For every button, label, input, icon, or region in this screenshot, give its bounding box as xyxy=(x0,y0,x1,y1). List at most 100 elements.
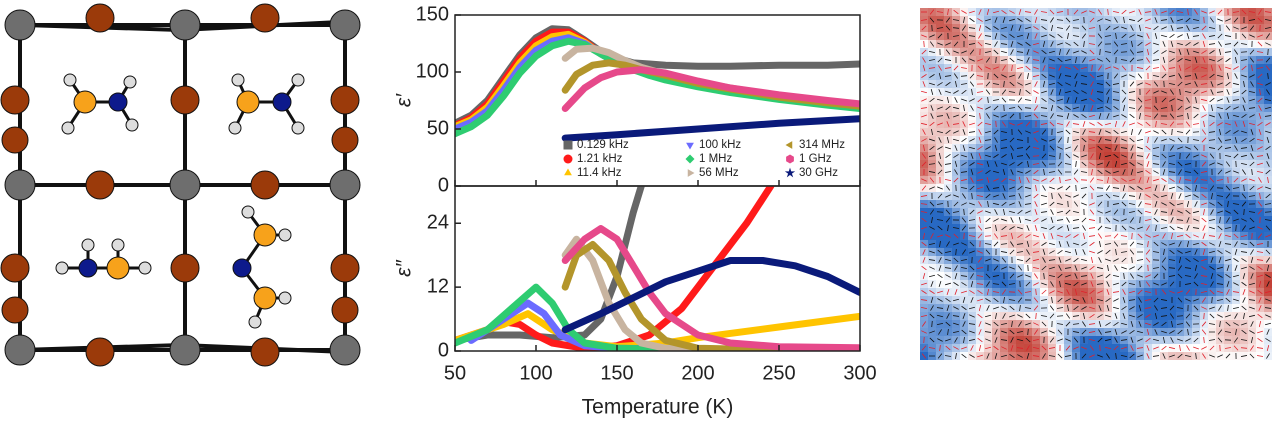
arrow xyxy=(1082,312,1086,320)
arrow xyxy=(1250,153,1254,159)
arrow xyxy=(1096,266,1104,270)
arrow xyxy=(1219,216,1221,224)
arrow xyxy=(921,178,927,182)
arrow xyxy=(1265,33,1271,39)
arrow xyxy=(1194,264,1198,272)
arrow xyxy=(1249,138,1255,142)
arrow xyxy=(1226,281,1230,287)
arrow xyxy=(930,305,934,311)
x-tick-label: 100 xyxy=(519,362,552,384)
legend-label: 100 kHz xyxy=(699,139,741,151)
arrow xyxy=(1225,353,1231,359)
arrow xyxy=(1265,57,1271,63)
arrow xyxy=(1224,347,1232,349)
arrow xyxy=(1121,257,1127,263)
arrow xyxy=(1217,201,1223,207)
x-tick-label: 200 xyxy=(681,362,714,384)
arrow xyxy=(1161,153,1167,159)
arrow xyxy=(1161,257,1167,263)
arrow xyxy=(1146,353,1150,359)
arrow xyxy=(1112,274,1120,278)
arrow xyxy=(1008,178,1016,182)
arrow xyxy=(944,267,952,269)
arrow xyxy=(1202,57,1206,63)
arrow xyxy=(1105,130,1111,134)
arrow xyxy=(1098,257,1102,263)
arrow xyxy=(1001,97,1007,103)
arrow xyxy=(1129,186,1135,190)
arrow xyxy=(946,313,950,319)
y-tick-label: 100 xyxy=(416,60,449,82)
arrow xyxy=(1081,50,1087,54)
arrow xyxy=(946,305,950,311)
arrow xyxy=(1210,257,1214,263)
arrow xyxy=(1200,275,1208,277)
arrow xyxy=(986,281,990,287)
arrow xyxy=(1224,139,1232,141)
arrow xyxy=(1242,169,1246,175)
arrow xyxy=(1241,33,1247,39)
arrow xyxy=(1202,233,1206,239)
arrow xyxy=(978,137,982,143)
arrow xyxy=(1089,162,1095,166)
arrow xyxy=(1090,153,1094,159)
arrow xyxy=(1168,267,1176,269)
arrow xyxy=(976,194,984,198)
arrow xyxy=(1160,194,1168,198)
arrow xyxy=(1209,10,1215,14)
arrow xyxy=(1137,354,1143,358)
arrow xyxy=(1195,96,1197,104)
arrow xyxy=(977,186,983,190)
arrow xyxy=(1081,90,1087,94)
arrow xyxy=(1145,82,1151,86)
arrow xyxy=(921,138,927,142)
arrow xyxy=(1097,121,1103,127)
arrow xyxy=(1160,211,1168,213)
arrow xyxy=(960,178,968,182)
arrow xyxy=(1041,138,1047,142)
arrow xyxy=(1080,171,1088,173)
arrow xyxy=(1161,265,1167,271)
arrow xyxy=(1129,217,1135,223)
arrow xyxy=(1114,137,1118,143)
arrow xyxy=(953,346,959,350)
arrow xyxy=(1113,258,1119,262)
arrow xyxy=(928,67,936,69)
arrow xyxy=(994,337,998,343)
arrow xyxy=(977,289,983,295)
arrow xyxy=(961,329,967,335)
arrow xyxy=(1113,209,1119,215)
arrow xyxy=(1105,185,1111,191)
arrow xyxy=(1073,194,1079,198)
arrow xyxy=(1169,281,1175,287)
arrow xyxy=(1154,9,1158,15)
arrow xyxy=(1250,129,1254,135)
arrow xyxy=(1088,339,1096,341)
arrow xyxy=(993,49,999,55)
arrow xyxy=(1130,345,1134,351)
arrow xyxy=(1072,130,1080,134)
arrow xyxy=(945,217,951,223)
arrow xyxy=(1010,49,1014,55)
arrow xyxy=(1034,209,1038,215)
arrow xyxy=(1024,11,1032,13)
arrow xyxy=(970,297,974,303)
arrow xyxy=(955,80,957,88)
arrow xyxy=(1033,282,1039,286)
arrow xyxy=(1096,82,1104,86)
arrow xyxy=(969,354,975,358)
arrow xyxy=(1033,193,1039,199)
arrow xyxy=(1073,346,1079,350)
arrow xyxy=(952,330,960,334)
arrow xyxy=(1074,273,1078,279)
arrow xyxy=(1049,290,1055,294)
arrow xyxy=(1217,98,1223,102)
arrow xyxy=(1161,282,1167,286)
arrow xyxy=(1258,129,1262,135)
arrow xyxy=(1001,114,1007,118)
arrow xyxy=(1224,155,1232,157)
arrow xyxy=(1025,170,1031,174)
arrow xyxy=(1218,305,1222,311)
arrow xyxy=(1130,337,1134,343)
arrow xyxy=(1027,328,1029,336)
